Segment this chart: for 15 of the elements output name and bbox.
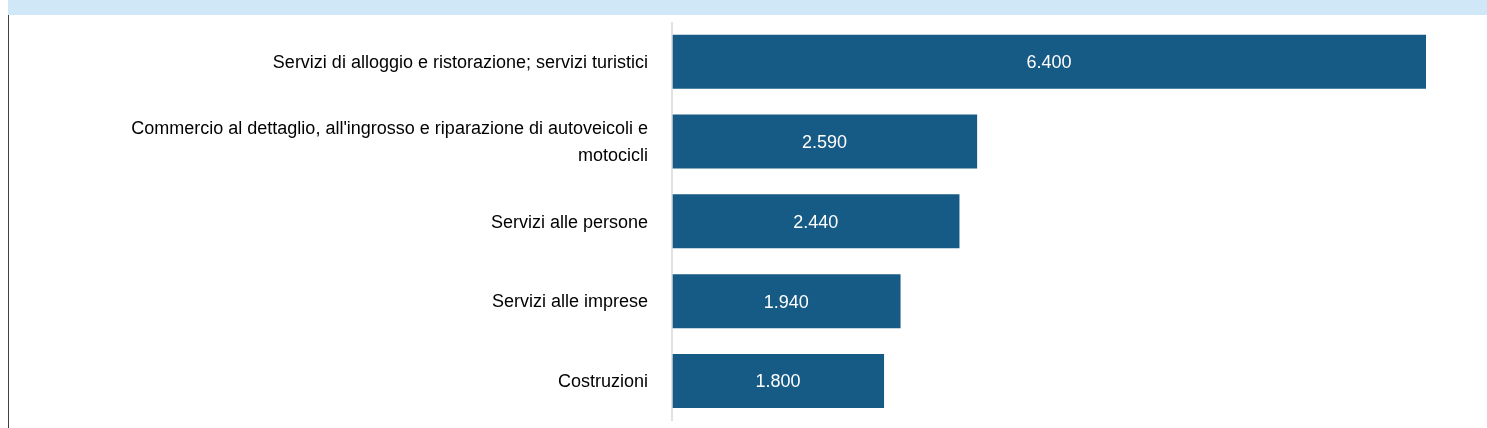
data-label: 2.590	[802, 131, 848, 152]
y-tick-label: Servizi di alloggio e ristorazione; servizi turistici	[272, 51, 648, 72]
bar	[672, 194, 960, 249]
bar	[672, 114, 978, 169]
data-label: 2.440	[793, 211, 839, 232]
data-label: 6.400	[1026, 52, 1072, 73]
y-tick-label: Commercio al dettaglio, all'ingrosso e riparazione di autoveicoli e motocicli	[131, 118, 648, 166]
y-tick-label: Costruzioni	[557, 371, 648, 392]
bar	[672, 353, 885, 408]
data-label: 1.800	[755, 371, 801, 392]
bar	[672, 274, 901, 329]
data-label: 1.940	[763, 291, 809, 312]
y-tick-label: Servizi alle persone	[490, 211, 648, 232]
bar	[672, 34, 1426, 89]
y-tick-label: Servizi alle imprese	[491, 291, 648, 312]
